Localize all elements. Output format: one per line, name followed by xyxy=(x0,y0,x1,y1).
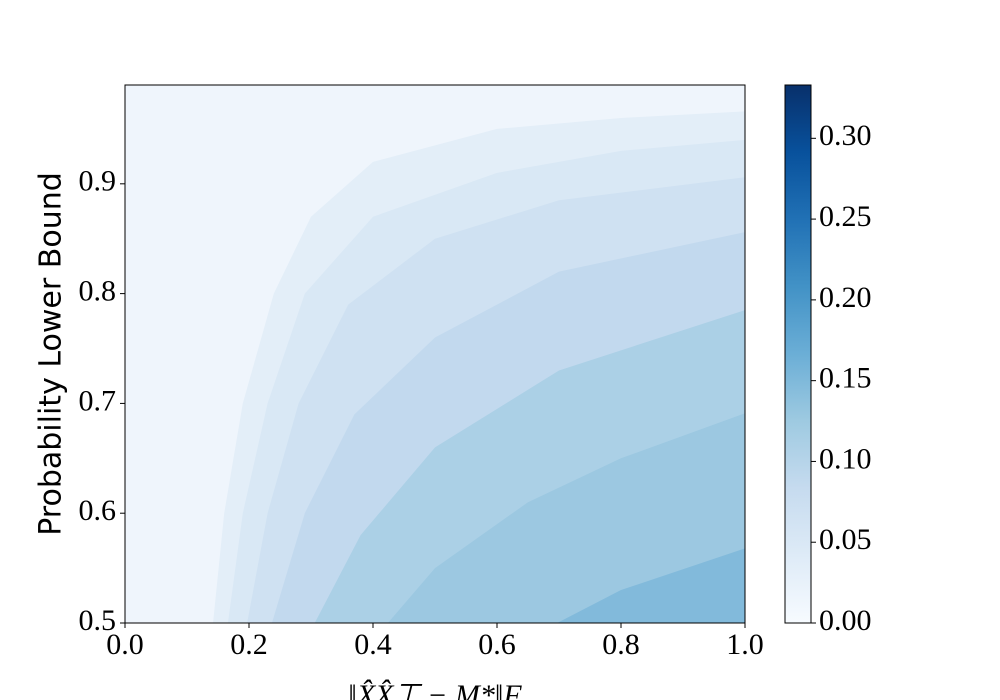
y-tick-label: 0.6 xyxy=(79,494,117,527)
x-axis-label: ‖X̂X̂⊤ − M*‖F xyxy=(348,679,522,700)
plot-frame xyxy=(124,84,746,624)
colorbar xyxy=(784,84,812,624)
y-tick-label: 0.5 xyxy=(79,604,117,637)
colorbar-tick-label: 0.30 xyxy=(819,119,872,152)
colorbar-tick-label: 0.10 xyxy=(819,442,872,475)
x-tick-label: 0.0 xyxy=(106,628,144,661)
plot-area xyxy=(125,85,746,624)
contour-band xyxy=(387,413,745,623)
colorbar-tick-label: 0.15 xyxy=(819,362,872,395)
contour-band xyxy=(557,548,745,623)
y-tick-label: 0.9 xyxy=(79,165,117,198)
x-tick-label: 0.8 xyxy=(602,628,640,661)
colorbar-tick-label: 0.25 xyxy=(819,200,872,233)
y-tick-label: 0.8 xyxy=(79,275,117,308)
colorbar-tick-label: 0.20 xyxy=(819,281,872,314)
x-tick-label: 0.2 xyxy=(230,628,268,661)
colorbar-tick-label: 0.00 xyxy=(819,604,872,637)
x-tick-label: 0.4 xyxy=(354,628,392,661)
colorbar-tick-label: 0.05 xyxy=(819,523,872,556)
x-tick-label: 0.6 xyxy=(478,628,516,661)
y-axis-label: Probability Lower Bound xyxy=(34,172,69,536)
y-tick-label: 0.7 xyxy=(79,384,117,417)
x-tick-label: 1.0 xyxy=(726,628,764,661)
